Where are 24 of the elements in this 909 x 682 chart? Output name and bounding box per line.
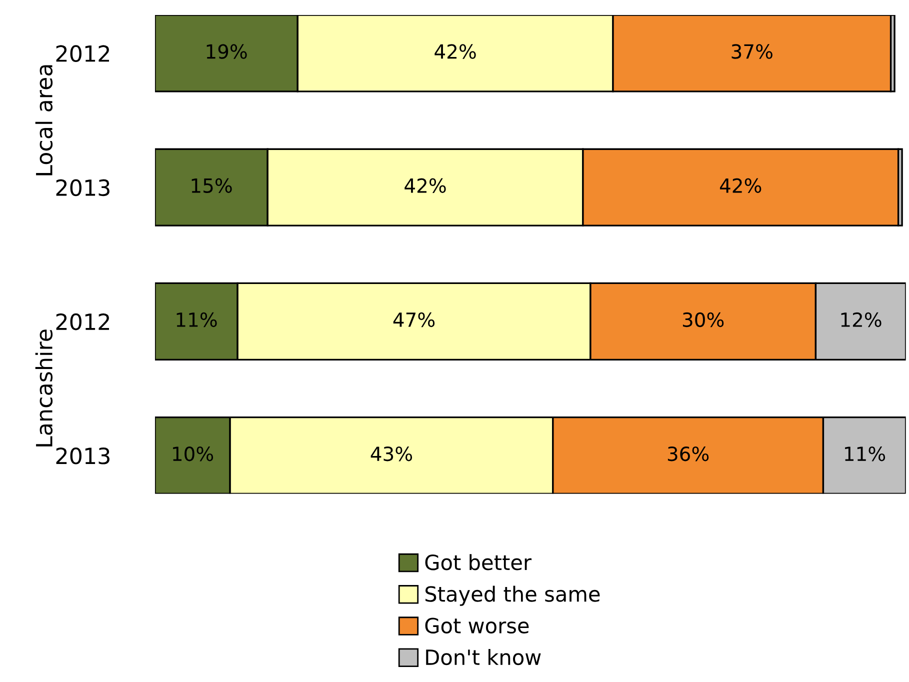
y-tick-label: 2013 [56,179,110,196]
data-label: 37% [732,44,772,59]
y-tick-label: 2012 [56,313,110,330]
data-label: 10% [173,446,214,462]
legend-label: Don't know [426,648,541,666]
data-label: 43% [370,446,412,462]
y-tick-label: 2013 [56,447,110,464]
y-tick-label: 2012 [56,45,110,62]
data-label: 47% [393,312,435,328]
text: Local area [35,65,53,176]
data-label: 42% [434,44,476,59]
legend-label: Stayed the same [425,586,600,606]
data-label: 36% [668,446,709,462]
data-label: 15% [192,178,232,193]
data-label: 19% [206,44,247,59]
legend-label: Got better [425,554,532,570]
data-label: 30% [682,312,724,328]
data-label: 42% [404,178,446,193]
data-label: 11% [176,312,217,328]
data-label: 12% [841,312,882,328]
text: Lancashire [35,330,53,446]
data-label: 42% [720,178,762,193]
data-label: 11% [845,446,886,462]
legend-label: Got worse [425,618,529,634]
